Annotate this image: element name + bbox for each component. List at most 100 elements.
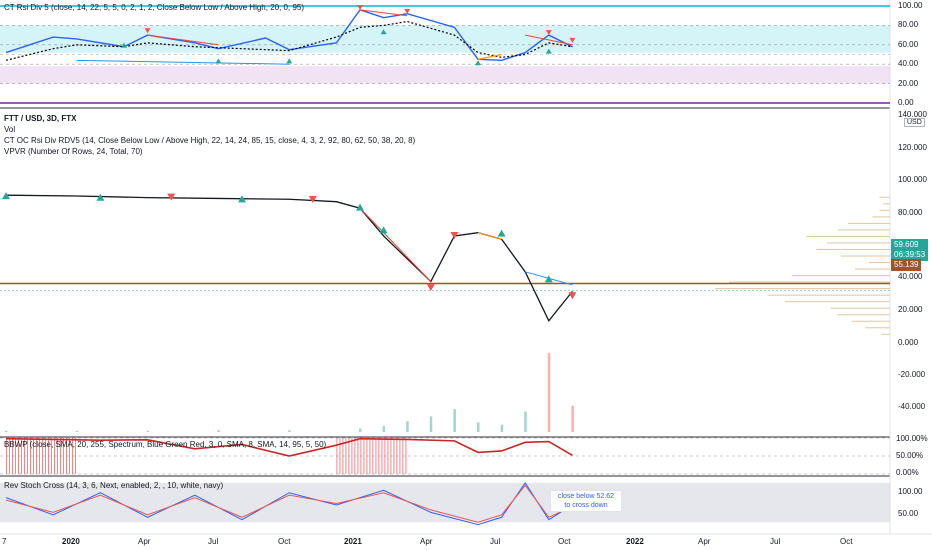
bbwp-extreme-column bbox=[57, 438, 58, 474]
price-divergence-line[interactable] bbox=[359, 207, 432, 282]
rsi-tick: 60.00 bbox=[898, 40, 919, 49]
volume-bar[interactable] bbox=[477, 422, 480, 432]
oc-rsi-indicator-label[interactable]: CT OC Rsi Div RDV5 (14, Close Below Low … bbox=[4, 136, 416, 145]
stoch-indicator-label[interactable]: Rev Stoch Cross (14, 3, 6, Next, enabled… bbox=[4, 481, 224, 490]
bearish-divergence-line[interactable] bbox=[525, 34, 573, 46]
volume-bar[interactable] bbox=[547, 352, 551, 432]
vpvr-bar[interactable] bbox=[837, 314, 891, 316]
bbwp-extreme-column bbox=[390, 438, 392, 474]
price-tick: 80.000 bbox=[898, 208, 923, 217]
vpvr-bar[interactable] bbox=[883, 203, 890, 205]
vpvr-bar[interactable] bbox=[881, 333, 890, 335]
rsi-bear-signal[interactable] bbox=[144, 28, 151, 34]
rsi-bull-signal[interactable] bbox=[215, 58, 222, 64]
bbwp-extreme-column bbox=[75, 438, 76, 474]
volume-bar[interactable] bbox=[524, 411, 527, 432]
volume-bar[interactable] bbox=[406, 421, 409, 432]
volume-indicator-label[interactable]: Vol bbox=[4, 125, 16, 134]
bbwp-line[interactable] bbox=[5, 437, 573, 457]
vpvr-bar[interactable] bbox=[767, 294, 891, 296]
vpvr-bar[interactable] bbox=[872, 216, 891, 218]
bbwp-extreme-column bbox=[30, 438, 31, 474]
time-tick: 2021 bbox=[344, 537, 362, 546]
price-bull-signal[interactable] bbox=[96, 193, 105, 201]
price-bear-signal[interactable] bbox=[308, 196, 317, 204]
rsi-indicator-label[interactable]: CT Rsi Div 5 (close, 14, 22, 5, 5, 0, 2,… bbox=[4, 3, 305, 12]
price-line[interactable] bbox=[5, 194, 573, 322]
vpvr-bar[interactable] bbox=[785, 301, 890, 303]
price-bear-signal[interactable] bbox=[450, 231, 459, 239]
stoch-k-line[interactable] bbox=[5, 482, 573, 526]
hidden-divergence-line[interactable] bbox=[477, 53, 502, 60]
rsi-bear-signal[interactable] bbox=[357, 4, 363, 10]
currency-label[interactable]: USD bbox=[904, 118, 925, 127]
volume-bar[interactable] bbox=[217, 430, 220, 432]
price-tick: -20.000 bbox=[898, 370, 926, 379]
stoch-d-line[interactable] bbox=[5, 484, 573, 523]
volume-bar[interactable] bbox=[429, 416, 433, 432]
price-bull-signal[interactable] bbox=[497, 229, 506, 237]
time-tick: Oct bbox=[278, 537, 291, 546]
price-bear-signal[interactable] bbox=[426, 284, 435, 292]
rsi-bear-signal[interactable] bbox=[545, 30, 552, 36]
bbwp-extreme-column bbox=[42, 438, 43, 474]
vpvr-bar[interactable] bbox=[715, 288, 890, 290]
vpvr-bar[interactable] bbox=[851, 320, 891, 322]
bearish-divergence-line[interactable] bbox=[359, 9, 408, 17]
volume-bar[interactable] bbox=[5, 430, 8, 432]
bbwp-extreme-column bbox=[384, 438, 386, 474]
vpvr-bar[interactable] bbox=[816, 248, 891, 250]
rsi-bear-signal[interactable] bbox=[404, 8, 411, 14]
vpvr-bar[interactable] bbox=[855, 268, 890, 270]
vpvr-bar[interactable] bbox=[830, 307, 891, 309]
vpvr-bar[interactable] bbox=[879, 196, 891, 198]
vpvr-indicator-label[interactable]: VPVR (Number Of Rows, 24, Total, 70) bbox=[4, 147, 143, 156]
bbwp-indicator-label[interactable]: BBWP (close, SMA, 20, 255, Spectrum, Blu… bbox=[4, 440, 327, 449]
vpvr-bar[interactable] bbox=[848, 222, 890, 224]
vpvr-bar[interactable] bbox=[879, 209, 891, 211]
rsi-bull-signal[interactable] bbox=[475, 60, 481, 66]
bbwp-extreme-column bbox=[393, 438, 395, 474]
time-tick: 2020 bbox=[62, 537, 80, 546]
rsi-bull-signal[interactable] bbox=[121, 42, 127, 48]
volume-bar[interactable] bbox=[571, 405, 574, 432]
volume-bar[interactable] bbox=[453, 409, 456, 432]
price-bear-signal[interactable] bbox=[167, 193, 176, 201]
price-bull-signal[interactable] bbox=[379, 226, 388, 234]
vpvr-bar[interactable] bbox=[806, 235, 890, 237]
price-bear-signal[interactable] bbox=[568, 292, 577, 300]
vpvr-bar[interactable] bbox=[792, 275, 890, 277]
rsi-bear-signal[interactable] bbox=[569, 37, 576, 43]
volume-bar[interactable] bbox=[500, 424, 504, 432]
vpvr-bar[interactable] bbox=[837, 229, 891, 231]
rsi-tick: 0.00 bbox=[898, 98, 914, 107]
vpvr-bar[interactable] bbox=[841, 255, 890, 257]
bbwp-tick: 0.00% bbox=[896, 468, 919, 477]
volume-bar[interactable] bbox=[359, 428, 362, 432]
price-bull-signal[interactable] bbox=[238, 195, 246, 203]
vpvr-bar[interactable] bbox=[865, 327, 891, 329]
vpvr-bar[interactable] bbox=[729, 281, 890, 283]
rsi-bull-signal[interactable] bbox=[286, 58, 293, 64]
vpvr-bar[interactable] bbox=[827, 242, 890, 244]
volume-bar[interactable] bbox=[288, 430, 291, 432]
price-bull-signal[interactable] bbox=[356, 203, 364, 211]
price-bull-signal[interactable] bbox=[544, 275, 553, 283]
volume-bar[interactable] bbox=[382, 426, 386, 432]
rsi-bull-signal[interactable] bbox=[545, 48, 552, 54]
bearish-divergence-line[interactable] bbox=[147, 34, 219, 46]
price-hidden-divergence-line[interactable] bbox=[477, 232, 502, 240]
rsi-tick: 20.00 bbox=[898, 79, 919, 88]
volume-bar[interactable] bbox=[146, 430, 150, 432]
symbol-title[interactable]: FTT / USD, 3D, FTX bbox=[4, 114, 77, 123]
rsi-tick: 80.00 bbox=[898, 20, 919, 29]
vpvr-bar[interactable] bbox=[869, 262, 890, 264]
rsi-bull-signal[interactable] bbox=[380, 29, 387, 35]
bbwp-tick: 50.00% bbox=[896, 451, 924, 460]
price-bull-signal[interactable] bbox=[2, 192, 10, 200]
poc-price-value: 55.139 bbox=[894, 260, 919, 269]
volume-bar[interactable] bbox=[75, 430, 79, 432]
bbwp-extreme-column bbox=[69, 438, 70, 474]
bullish-divergence-line[interactable] bbox=[76, 59, 290, 65]
